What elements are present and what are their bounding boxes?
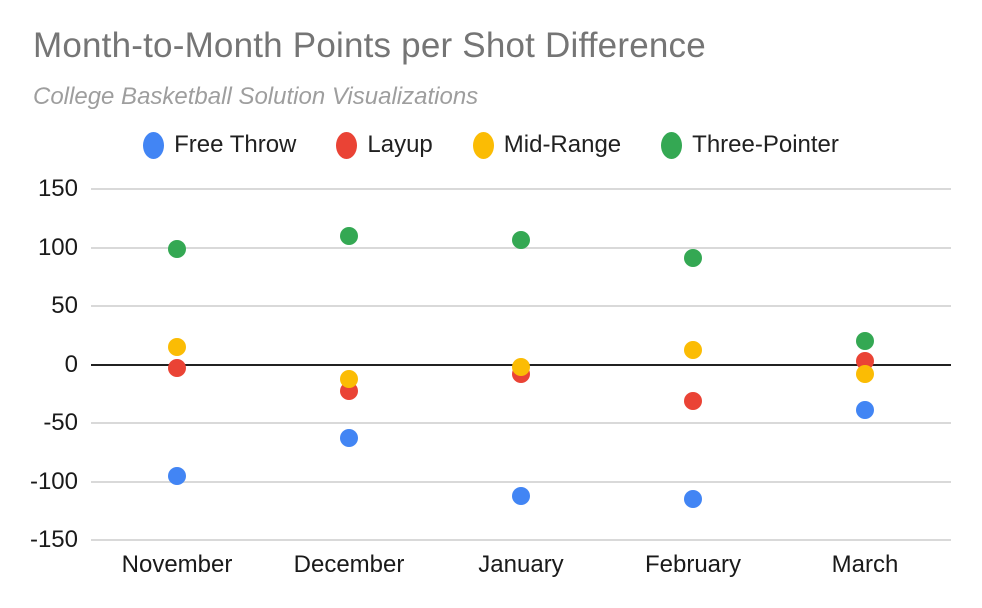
y-tick--150: -150 (29, 526, 78, 553)
gridline-150 (91, 188, 951, 190)
chart-title: Month-to-Month Points per Shot Differenc… (33, 26, 706, 65)
legend-item-three-pointer: Three-Pointer (661, 131, 839, 159)
legend-marker-free-throw-icon (143, 131, 165, 159)
legend: Free Throw Layup Mid-Range Three-Pointer (0, 131, 982, 159)
y-tick-0: 0 (64, 350, 78, 378)
legend-item-layup: Layup (336, 131, 433, 159)
y-tick-50: 50 (51, 292, 78, 319)
point-three-pointer-february[interactable] (684, 249, 702, 268)
x-tick-january: January (478, 551, 564, 578)
x-tick-march: March (831, 551, 899, 578)
point-mid-range-december[interactable] (340, 369, 358, 388)
y-tick-100: 100 (37, 233, 78, 261)
point-mid-range-march[interactable] (856, 364, 874, 383)
point-mid-range-february[interactable] (684, 341, 702, 360)
legend-label-three-pointer: Three-Pointer (692, 131, 839, 158)
legend-marker-three-pointer-icon (661, 131, 683, 159)
gridline--100 (91, 480, 951, 483)
x-tick-november: November (121, 551, 233, 578)
plot-area (91, 188, 951, 541)
point-free-throw-january[interactable] (512, 486, 530, 505)
point-three-pointer-december[interactable] (340, 226, 358, 245)
legend-label-layup: Layup (367, 131, 433, 158)
gridline--150 (91, 539, 951, 541)
legend-item-free-throw: Free Throw (143, 131, 296, 159)
y-tick--50: -50 (43, 409, 78, 436)
gridline-50 (91, 305, 951, 307)
y-tick-150: 150 (37, 175, 78, 202)
point-three-pointer-november[interactable] (168, 239, 186, 258)
point-free-throw-march[interactable] (856, 401, 874, 420)
point-free-throw-february[interactable] (684, 490, 702, 509)
point-mid-range-november[interactable] (168, 337, 186, 356)
chart-subtitle: College Basketball Solution Visualizatio… (33, 83, 479, 110)
point-layup-february[interactable] (684, 391, 702, 410)
point-free-throw-december[interactable] (340, 429, 358, 448)
legend-item-mid-range: Mid-Range (472, 131, 622, 159)
point-layup-november[interactable] (168, 359, 186, 377)
legend-marker-layup-icon (336, 131, 358, 159)
point-three-pointer-march[interactable] (856, 332, 874, 351)
legend-label-free-throw: Free Throw (174, 131, 297, 158)
legend-label-mid-range: Mid-Range (503, 131, 622, 158)
x-tick-december: December (293, 551, 405, 578)
gridline--50 (91, 422, 951, 424)
x-tick-february: February (644, 551, 742, 578)
y-tick--100: -100 (29, 467, 78, 495)
point-mid-range-january[interactable] (512, 357, 530, 376)
legend-marker-mid-range-icon (472, 131, 494, 159)
point-free-throw-november[interactable] (168, 466, 186, 485)
point-three-pointer-january[interactable] (512, 231, 530, 250)
